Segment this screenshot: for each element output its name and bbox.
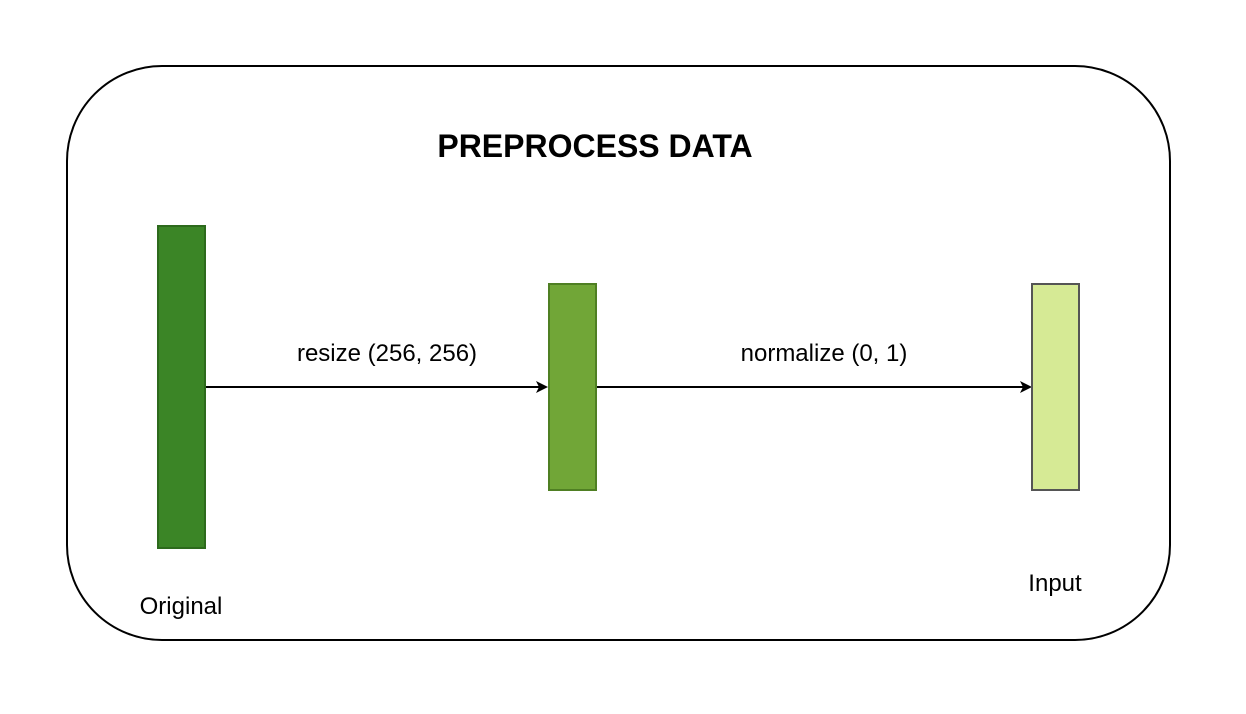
edge-label-normalize: normalize (0, 1) — [741, 340, 908, 367]
diagram-title: PREPROCESS DATA — [437, 128, 752, 164]
input-label: Input — [1028, 570, 1082, 597]
resized-data-block — [548, 283, 597, 491]
input-data-block — [1031, 283, 1080, 491]
original-data-block — [157, 225, 206, 549]
container-frame — [66, 65, 1171, 641]
edge-label-resize: resize (256, 256) — [297, 340, 477, 367]
original-label: Original — [140, 593, 223, 620]
